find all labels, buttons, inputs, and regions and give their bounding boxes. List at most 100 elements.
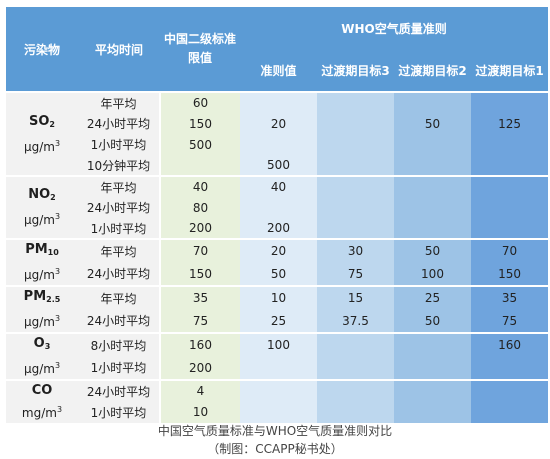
interim-target-3-cell [317,91,394,113]
header-who: WHO空气质量准则 [240,7,549,49]
table-row: 24小时平均 80 [6,197,549,218]
china-limit-cell: 200 [159,356,240,380]
interim-target-2-cell: 50 [394,309,471,333]
pollutant-pm10: PM10 μg/m3 [6,238,78,286]
caption-title: 中国空气质量标准与WHO空气质量准则对比 [157,424,393,438]
header-china-line1: 中国二级标准 [163,32,236,46]
who-guideline-cell: 40 [240,175,317,197]
china-limit-cell: 35 [159,285,240,310]
pollutant-co: CO mg/m3 [6,379,78,423]
interim-target-2-cell [394,218,471,239]
interim-target-2-cell: 100 [394,262,471,286]
table-body: SO2 μg/m3 年平均 60 24小时平均 150 20 50 125 1小… [6,91,549,423]
interim-target-2-cell [394,401,471,423]
who-guideline-cell [240,401,317,423]
china-limit-cell: 40 [159,175,240,197]
china-limit-cell [159,155,240,176]
interim-target-1-cell [471,218,549,239]
interim-target-3-cell [317,175,394,197]
interim-target-1-cell [471,175,549,197]
period-cell: 24小时平均 [78,379,160,402]
interim-target-1-cell [471,356,549,380]
period-cell: 8小时平均 [78,332,160,357]
interim-target-1-cell: 150 [471,262,549,286]
interim-target-2-cell [394,379,471,402]
table-row: 1小时平均 200 [6,356,549,380]
table-row: PM2.5 μg/m3 年平均 35 10 15 25 35 [6,285,549,333]
who-guideline-cell [240,356,317,380]
interim-target-1-cell: 70 [471,238,549,263]
table-row: PM10 μg/m3 年平均 70 20 30 50 70 [6,238,549,286]
interim-target-2-cell [394,155,471,176]
interim-target-3-cell: 37.5 [317,309,394,333]
table-row: 24小时平均 150 50 75 100 150 [6,262,549,286]
interim-target-3-cell [317,379,394,402]
header-period: 平均时间 [78,7,160,92]
period-cell: 1小时平均 [78,134,160,155]
interim-target-1-cell: 75 [471,309,549,333]
who-guideline-cell: 25 [240,309,317,333]
header-china-line2: 限值 [187,51,212,65]
period-cell: 24小时平均 [78,113,160,134]
period-cell: 24小时平均 [78,197,160,218]
pollutant-o3: O3 μg/m3 [6,332,78,380]
table-row: 24小时平均 75 25 37.5 50 75 [6,309,549,333]
period-cell: 年平均 [78,175,160,197]
interim-target-3-cell: 15 [317,285,394,310]
period-cell: 1小时平均 [78,356,160,380]
interim-target-1-cell: 125 [471,113,549,134]
interim-target-3-cell [317,332,394,357]
table-header: 污染物 平均时间 中国二级标准 限值 WHO空气质量准则 准则值 过渡期目标3 … [6,7,549,92]
china-limit-cell: 150 [159,113,240,134]
header-pollutant: 污染物 [6,7,78,92]
table-row: CO mg/m3 24小时平均 4 [6,379,549,423]
interim-target-1-cell [471,379,549,402]
who-guideline-cell: 50 [240,262,317,286]
interim-target-3-cell [317,218,394,239]
header-interim-target-2: 过渡期目标2 [394,49,471,92]
period-cell: 24小时平均 [78,262,160,286]
interim-target-2-cell [394,332,471,357]
interim-target-1-cell [471,197,549,218]
interim-target-2-cell [394,175,471,197]
china-limit-cell: 500 [159,134,240,155]
table-row: 10分钟平均 500 [6,155,549,176]
comparison-table: 污染物 平均时间 中国二级标准 限值 WHO空气质量准则 准则值 过渡期目标3 … [6,7,549,423]
interim-target-1-cell [471,155,549,176]
header-interim-target-1: 过渡期目标1 [471,49,549,92]
pollutant-no2: NO2 μg/m3 [6,175,78,239]
who-guideline-cell [240,134,317,155]
interim-target-1-cell [471,91,549,113]
who-guideline-cell [240,197,317,218]
interim-target-3-cell: 30 [317,238,394,263]
who-guideline-cell [240,379,317,402]
interim-target-2-cell: 50 [394,238,471,263]
table-row: NO2 μg/m3 年平均 40 40 [6,175,549,239]
table-row: O3 μg/m3 8小时平均 160 100 160 [6,332,549,380]
pollutant-so2: SO2 μg/m3 [6,91,78,176]
period-cell: 年平均 [78,91,160,113]
who-guideline-cell: 500 [240,155,317,176]
interim-target-3-cell [317,356,394,380]
table-row: 24小时平均 150 20 50 125 [6,113,549,134]
interim-target-1-cell [471,401,549,423]
period-cell: 1小时平均 [78,218,160,239]
header-china-limit: 中国二级标准 限值 [160,7,240,92]
who-guideline-cell: 200 [240,218,317,239]
interim-target-2-cell: 50 [394,113,471,134]
period-cell: 年平均 [78,285,160,310]
interim-target-2-cell [394,91,471,113]
pollutant-pm25: PM2.5 μg/m3 [6,285,78,333]
china-limit-cell: 10 [159,401,240,423]
header-who-guideline: 准则值 [240,49,317,92]
china-limit-cell: 70 [159,238,240,263]
interim-target-1-cell [471,134,549,155]
interim-target-3-cell [317,197,394,218]
header-interim-target-3: 过渡期目标3 [317,49,394,92]
interim-target-2-cell [394,197,471,218]
interim-target-2-cell [394,356,471,380]
table-row: 1小时平均 500 [6,134,549,155]
interim-target-3-cell [317,401,394,423]
table-row: 1小时平均 200 200 [6,218,549,239]
